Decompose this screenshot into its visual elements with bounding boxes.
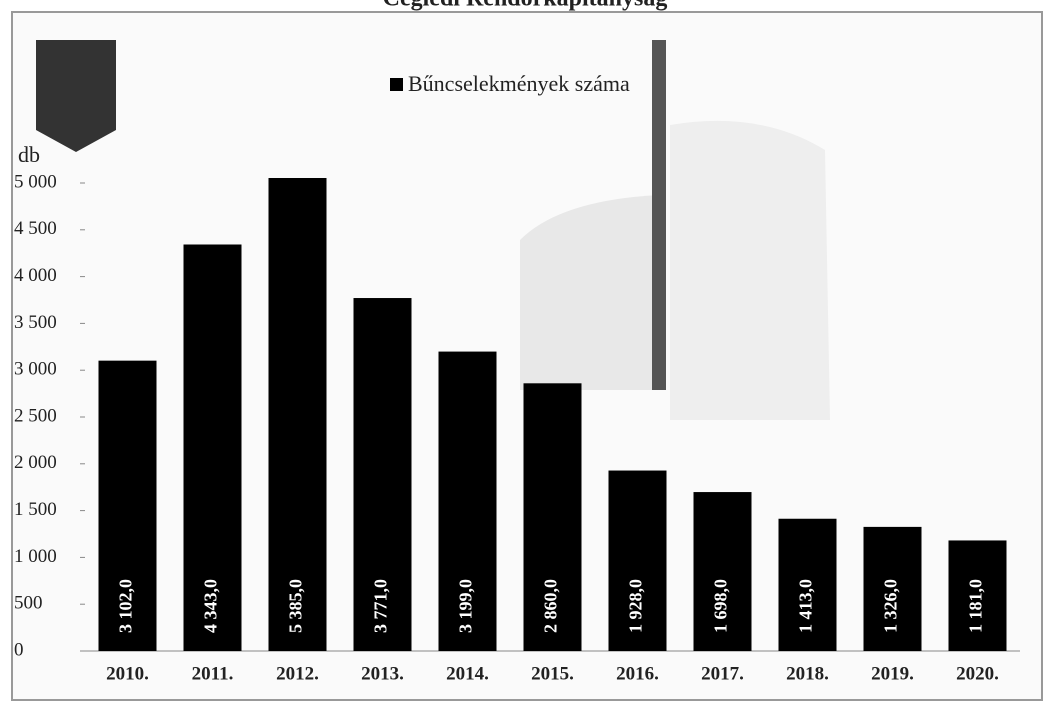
y-tick-label: 0 <box>14 639 24 660</box>
value-label: 1 413,0 <box>796 579 816 633</box>
x-tick-label: 2017. <box>701 663 744 684</box>
x-tick-label: 2011. <box>192 663 234 684</box>
bar <box>948 540 1007 651</box>
y-tick-label: 2 500 <box>14 405 57 426</box>
background-building <box>670 120 830 420</box>
x-tick-label: 2012. <box>276 663 319 684</box>
bar <box>353 298 412 651</box>
y-tick-label: 2 000 <box>14 452 57 473</box>
bar <box>98 360 157 651</box>
plot-area <box>98 178 1007 652</box>
x-tick-label: 2014. <box>446 663 489 684</box>
bar <box>268 178 327 652</box>
value-label: 4 343,0 <box>201 579 221 633</box>
value-label: 1 928,0 <box>626 579 646 633</box>
bar <box>863 526 922 651</box>
legend-label: Bűncselekmények száma <box>408 71 630 96</box>
value-label: 3 199,0 <box>456 579 476 633</box>
y-axis-label: db <box>18 142 40 167</box>
y-tick-label: 1 500 <box>14 499 57 520</box>
y-tick-label: 500 <box>14 593 43 614</box>
value-label: 3 102,0 <box>116 579 136 633</box>
value-label: 1 698,0 <box>711 579 731 633</box>
y-tick-label: 1 000 <box>14 546 57 567</box>
bar <box>183 244 242 652</box>
x-tick-label: 2013. <box>361 663 404 684</box>
x-tick-label: 2010. <box>106 663 149 684</box>
x-tick-label: 2015. <box>531 663 574 684</box>
police-logo <box>36 40 116 152</box>
value-label: 5 385,0 <box>286 579 306 633</box>
legend-swatch <box>390 78 403 91</box>
bar <box>608 470 667 651</box>
value-label: 1 181,0 <box>966 579 986 633</box>
background-tower <box>652 40 666 390</box>
bar <box>438 351 497 651</box>
chart-title: Ceglédi Rendőrkapitányság <box>383 0 668 12</box>
bar <box>693 492 752 651</box>
value-label: 3 771,0 <box>371 579 391 633</box>
x-tick-label: 2016. <box>616 663 659 684</box>
background-building <box>520 195 660 390</box>
value-label: 2 860,0 <box>541 579 561 633</box>
x-tick-label: 2019. <box>871 663 914 684</box>
bar <box>778 518 837 651</box>
y-tick-label: 5 000 <box>14 171 57 192</box>
value-label: 1 326,0 <box>881 579 901 633</box>
y-tick-label: 4 000 <box>14 265 57 286</box>
y-tick-label: 3 500 <box>14 312 57 333</box>
y-tick-label: 3 000 <box>14 359 57 380</box>
x-tick-label: 2020. <box>956 663 999 684</box>
x-tick-label: 2018. <box>786 663 829 684</box>
bar <box>523 383 582 651</box>
y-tick-label: 4 500 <box>14 218 57 239</box>
